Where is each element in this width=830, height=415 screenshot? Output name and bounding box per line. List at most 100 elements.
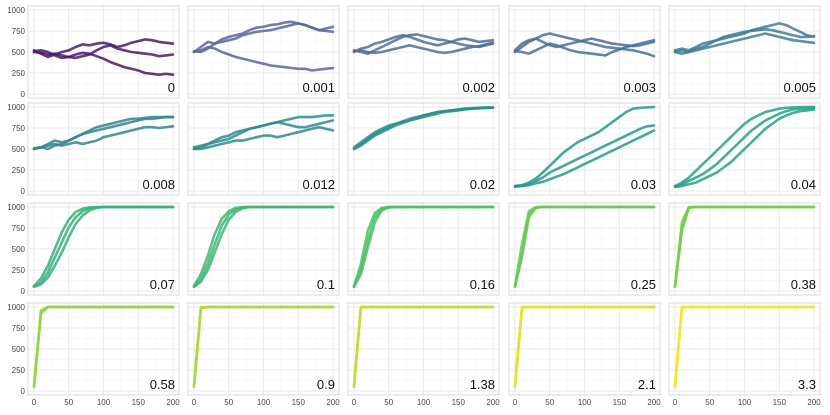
- panel-17: 1.38 0 50 100 150 200: [347, 302, 500, 407]
- y-tick-label: 500: [12, 345, 26, 354]
- x-tick-label: 200: [166, 398, 180, 407]
- series-line-3: [32, 305, 175, 389]
- y-tick-label: 500: [12, 145, 26, 154]
- panel-7: 0.02: [347, 102, 500, 196]
- x-tick-label: 200: [486, 398, 500, 407]
- panel-11: 0.1: [187, 202, 340, 296]
- series-line-2: [192, 22, 335, 54]
- series-line-3: [513, 205, 656, 289]
- panel-3: 0.003: [508, 5, 661, 99]
- x-tick-label: 100: [257, 398, 271, 407]
- x-tick-label: 150: [452, 398, 466, 407]
- series-line-3: [513, 38, 656, 57]
- panel-label: 0.008: [142, 177, 175, 192]
- x-tick-label: 0: [352, 398, 357, 407]
- x-tick-label: 150: [773, 398, 787, 407]
- x-tick-label: 0: [32, 398, 37, 407]
- panel-label: 0.001: [302, 80, 335, 95]
- series-line-1: [673, 105, 816, 188]
- x-tick-label: 0: [192, 398, 197, 407]
- y-tick-label: 0: [21, 287, 26, 296]
- y-tick-label: 750: [12, 224, 26, 233]
- y-tick-label: 0: [21, 187, 26, 196]
- x-tick-label: 50: [545, 398, 554, 407]
- series-line-2: [192, 119, 335, 149]
- panel-label: 0.02: [470, 177, 495, 192]
- panel-label: 0.005: [783, 80, 816, 95]
- panel-label: 0.03: [631, 177, 656, 192]
- panel-8: 0.03: [508, 102, 661, 196]
- panel-4: 0.005: [668, 5, 821, 99]
- series-line-1: [513, 105, 656, 188]
- y-tick-label: 1000: [7, 103, 25, 112]
- panel-label: 0.9: [317, 377, 335, 392]
- series-line-3: [352, 305, 495, 389]
- series-line-3: [673, 205, 816, 289]
- panel-5: 0.008 0 250 500 750 1000: [7, 102, 180, 196]
- series-line-3: [192, 45, 335, 72]
- panel-label: 0.002: [462, 80, 495, 95]
- x-tick-label: 0: [513, 398, 518, 407]
- x-tick-label: 100: [578, 398, 592, 407]
- panel-6: 0.012: [187, 102, 340, 196]
- panel-label: 2.1: [638, 377, 656, 392]
- x-tick-label: 50: [384, 398, 393, 407]
- y-tick-label: 250: [12, 166, 26, 175]
- panel-1: 0.001: [187, 5, 340, 99]
- series-line-1: [513, 32, 656, 58]
- panel-19: 3.3 0 50 100 150 200: [668, 302, 821, 407]
- panel-16: 0.9 0 50 100 150 200: [187, 302, 340, 407]
- x-tick-label: 50: [224, 398, 233, 407]
- x-tick-label: 50: [705, 398, 714, 407]
- panel-label: 0.38: [791, 277, 816, 292]
- series-line-3: [192, 125, 335, 151]
- series-line-2: [32, 43, 175, 60]
- x-tick-label: 100: [738, 398, 752, 407]
- series-line-3: [352, 106, 495, 151]
- x-tick-label: 150: [613, 398, 627, 407]
- x-tick-label: 50: [64, 398, 73, 407]
- series-line-2: [673, 106, 816, 189]
- y-tick-label: 500: [12, 245, 26, 254]
- series-line-3: [192, 305, 335, 389]
- series-line-3: [352, 205, 495, 289]
- series-line-3: [32, 205, 175, 289]
- y-tick-label: 250: [12, 266, 26, 275]
- panel-14: 0.38: [668, 202, 821, 296]
- panel-10: 0.07 0 250 500 750 1000: [7, 202, 180, 296]
- series-line-3: [673, 32, 816, 56]
- panel-label: 0.16: [470, 277, 495, 292]
- x-tick-label: 200: [807, 398, 821, 407]
- y-tick-label: 500: [12, 48, 26, 57]
- panel-18: 2.1 0 50 100 150 200: [508, 302, 661, 407]
- x-tick-label: 100: [97, 398, 111, 407]
- panel-label: 0.04: [791, 177, 816, 192]
- y-tick-label: 0: [21, 387, 26, 396]
- panel-label: 0: [168, 80, 175, 95]
- panel-label: 0.58: [150, 377, 175, 392]
- y-tick-label: 1000: [7, 203, 25, 212]
- series-line-3: [352, 41, 495, 55]
- y-tick-label: 750: [12, 324, 26, 333]
- x-tick-label: 150: [292, 398, 306, 407]
- panel-12: 0.16: [347, 202, 500, 296]
- x-tick-label: 200: [647, 398, 661, 407]
- series-line-1: [673, 27, 816, 54]
- panel-label: 3.3: [798, 377, 816, 392]
- series-line-3: [513, 129, 656, 189]
- y-tick-label: 1000: [7, 303, 25, 312]
- panel-0: 0 0 250 500 750 1000: [7, 5, 180, 99]
- y-tick-label: 1000: [7, 6, 25, 15]
- x-tick-label: 0: [673, 398, 678, 407]
- x-tick-label: 200: [326, 398, 340, 407]
- series-line-3: [32, 48, 175, 76]
- y-tick-label: 750: [12, 124, 26, 133]
- series-line-1: [352, 33, 495, 54]
- panel-label: 0.003: [623, 80, 656, 95]
- series-line-3: [513, 305, 656, 389]
- panel-label: 1.38: [470, 377, 495, 392]
- x-tick-label: 100: [417, 398, 431, 407]
- panel-label: 0.1: [317, 277, 335, 292]
- x-tick-label: 150: [132, 398, 146, 407]
